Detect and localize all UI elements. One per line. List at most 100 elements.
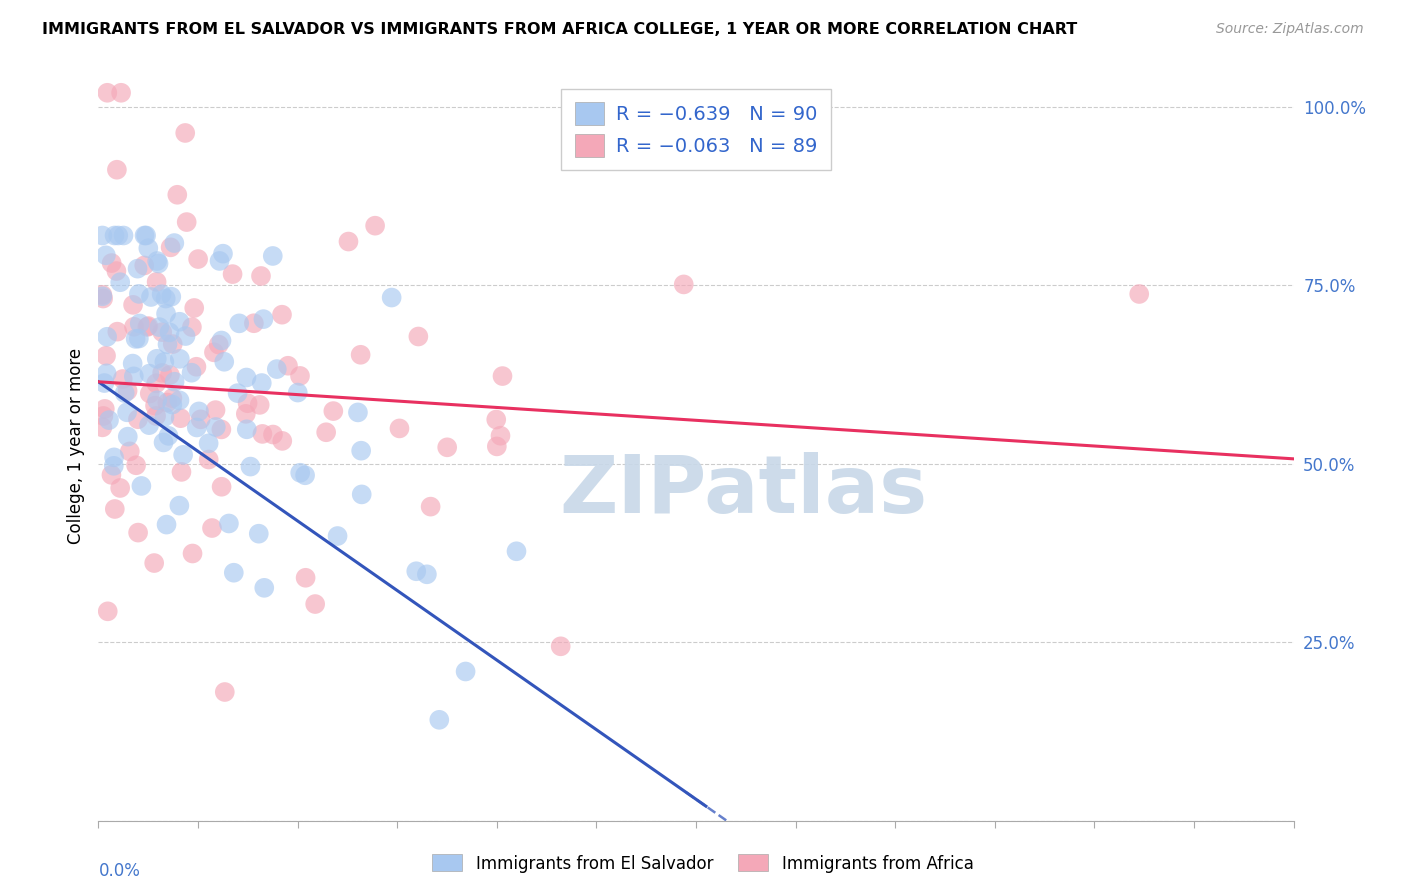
Point	[186, 420, 208, 434]
Legend: Immigrants from El Salvador, Immigrants from Africa: Immigrants from El Salvador, Immigrants …	[426, 847, 980, 880]
Point	[243, 316, 266, 330]
Point	[159, 326, 181, 340]
Point	[214, 685, 236, 699]
Point	[104, 502, 127, 516]
Point	[169, 351, 191, 366]
Point	[114, 386, 136, 401]
Point	[381, 291, 404, 305]
Point	[326, 529, 349, 543]
Legend: R = −0.639   N = 90, R = −0.063   N = 89: R = −0.639 N = 90, R = −0.063 N = 89	[561, 88, 831, 170]
Point	[187, 252, 209, 266]
Point	[211, 480, 233, 494]
Point	[181, 547, 204, 561]
Point	[485, 412, 508, 426]
Point	[252, 426, 274, 441]
Point	[134, 228, 156, 243]
Point	[145, 275, 167, 289]
Point	[98, 413, 121, 427]
Point	[111, 372, 134, 386]
Point	[236, 396, 259, 410]
Point	[148, 256, 170, 270]
Point	[100, 467, 122, 482]
Point	[347, 405, 370, 419]
Point	[485, 439, 508, 453]
Point	[239, 459, 262, 474]
Point	[262, 427, 284, 442]
Point	[131, 479, 153, 493]
Point	[350, 443, 373, 458]
Point	[91, 228, 114, 243]
Point	[172, 448, 194, 462]
Point	[117, 430, 139, 444]
Point	[169, 393, 191, 408]
Point	[91, 420, 114, 434]
Point	[250, 268, 273, 283]
Point	[138, 367, 160, 381]
Point	[174, 329, 197, 343]
Point	[127, 412, 149, 426]
Point	[364, 219, 387, 233]
Text: 0.0%: 0.0%	[98, 862, 141, 880]
Point	[169, 499, 191, 513]
Point	[128, 317, 150, 331]
Point	[505, 544, 527, 558]
Point	[176, 215, 198, 229]
Point	[162, 391, 184, 405]
Point	[271, 434, 294, 448]
Point	[202, 345, 225, 359]
Point	[110, 86, 132, 100]
Point	[155, 517, 177, 532]
Point	[148, 320, 170, 334]
Point	[169, 315, 191, 329]
Point	[197, 452, 219, 467]
Point	[128, 332, 150, 346]
Point	[221, 267, 243, 281]
Point	[105, 325, 128, 339]
Point	[190, 412, 212, 426]
Point	[322, 404, 344, 418]
Point	[160, 290, 183, 304]
Point	[91, 292, 114, 306]
Point	[201, 521, 224, 535]
Point	[145, 409, 167, 423]
Point	[294, 468, 316, 483]
Point	[454, 665, 477, 679]
Point	[294, 571, 316, 585]
Point	[115, 405, 138, 419]
Point	[174, 126, 197, 140]
Point	[235, 407, 257, 421]
Point	[121, 357, 143, 371]
Point	[491, 369, 513, 384]
Point	[209, 422, 232, 436]
Point	[103, 458, 125, 473]
Point	[170, 465, 193, 479]
Point	[117, 384, 139, 398]
Point	[290, 466, 312, 480]
Point	[118, 444, 141, 458]
Point	[94, 248, 117, 262]
Point	[162, 398, 184, 412]
Point	[405, 564, 427, 578]
Point	[315, 425, 337, 440]
Point	[152, 435, 174, 450]
Point	[150, 366, 173, 380]
Point	[159, 368, 181, 382]
Point	[135, 228, 157, 243]
Point	[672, 277, 695, 292]
Point	[96, 330, 118, 344]
Point	[150, 287, 173, 301]
Point	[262, 249, 284, 263]
Point	[94, 401, 117, 416]
Point	[122, 369, 145, 384]
Point	[150, 325, 173, 339]
Point	[489, 428, 512, 442]
Point	[127, 261, 149, 276]
Point	[156, 337, 179, 351]
Point	[163, 375, 186, 389]
Point	[253, 581, 276, 595]
Point	[236, 422, 259, 436]
Point	[143, 399, 166, 413]
Point	[96, 86, 118, 100]
Point	[180, 366, 202, 380]
Point	[408, 329, 430, 343]
